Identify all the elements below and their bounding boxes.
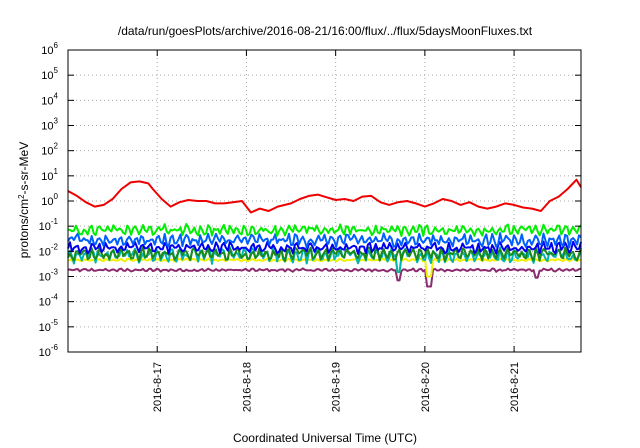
series-group: [67, 178, 582, 288]
x-tick-label: 2016-8-19: [331, 362, 343, 412]
y-tick-label: 103: [41, 117, 58, 133]
axis-ticks: 10-6 10-5 10-4 10-3 10-2 10-1 100 101 102 103 104 1…: [39, 41, 581, 412]
x-axis-label: Coordinated Universal Time (UTC): [233, 431, 417, 445]
x-tick-label: 2016-8-17: [152, 362, 164, 412]
x-tick-label: 2016-8-21: [509, 362, 521, 412]
series-line: [67, 232, 582, 249]
y-tick-label: 100: [41, 192, 58, 208]
y-axis-label: protons/cm2-s-sr-MeV: [17, 142, 32, 258]
y-tick-label: 104: [41, 91, 58, 107]
series-line: [67, 223, 582, 237]
series-line: [67, 245, 582, 262]
series-line: [67, 267, 582, 288]
y-tick-label: 10-1: [39, 217, 59, 233]
y-tick-label: 10-4: [39, 293, 59, 309]
y-tick-label: 102: [41, 142, 58, 158]
y-tick-label: 10-2: [39, 242, 59, 258]
y-tick-label: 101: [41, 167, 58, 183]
x-tick-label: 2016-8-20: [420, 362, 432, 412]
y-tick-label: 10-3: [39, 268, 59, 284]
y-tick-label: 10-6: [39, 343, 59, 359]
chart-title: /data/run/goesPlots/archive/2016-08-21/1…: [118, 24, 533, 38]
y-tick-label: 105: [41, 66, 58, 82]
y-tick-label: 10-5: [39, 318, 59, 334]
y-tick-label: 106: [41, 41, 58, 57]
grid: [68, 50, 581, 352]
x-tick-label: 2016-8-18: [241, 362, 253, 412]
series-line: [67, 240, 582, 255]
series-line: [67, 178, 582, 214]
